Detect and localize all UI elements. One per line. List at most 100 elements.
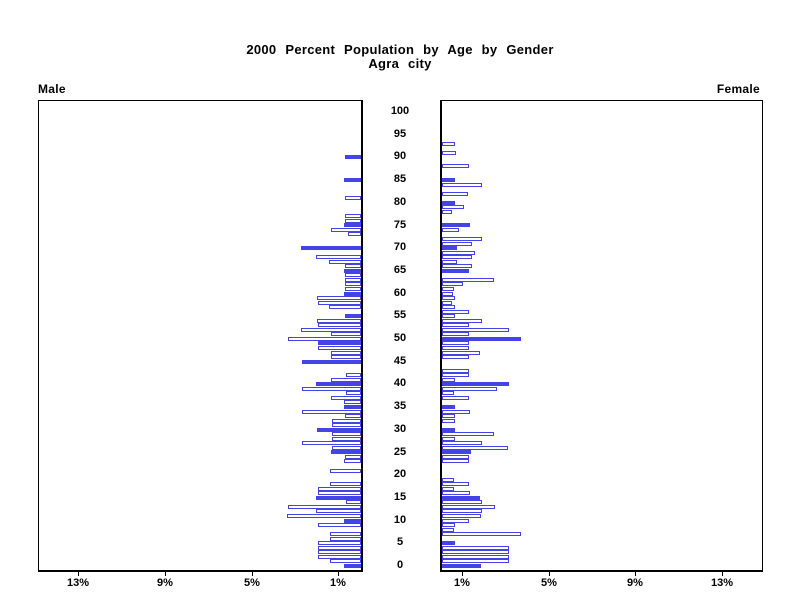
female-bar-age-51 bbox=[442, 332, 469, 336]
female-bar-age-71 bbox=[442, 242, 472, 246]
male-pct-label-13: 13% bbox=[66, 577, 90, 589]
female-bar-age-65 bbox=[442, 269, 469, 273]
female-pct-label-9: 9% bbox=[627, 577, 643, 589]
male-bar-age-60 bbox=[344, 292, 361, 296]
chart-subtitle: Agra city bbox=[368, 56, 432, 71]
male-bar-age-37 bbox=[331, 396, 361, 400]
male-bar-age-81 bbox=[345, 196, 361, 200]
male-bar-age-3 bbox=[318, 550, 361, 554]
female-bar-age-50 bbox=[442, 337, 521, 341]
male-bar-age-41 bbox=[331, 378, 361, 382]
female-pct-tick-9 bbox=[635, 571, 636, 576]
male-bar-age-77 bbox=[345, 214, 361, 218]
male-bar-age-76 bbox=[345, 219, 361, 223]
male-bar-age-28 bbox=[332, 437, 361, 441]
female-side-label: Female bbox=[716, 82, 760, 96]
male-bar-age-12 bbox=[316, 509, 361, 513]
age-tick-label-40: 40 bbox=[393, 377, 407, 390]
female-bar-age-33 bbox=[442, 414, 455, 418]
male-bar-age-59 bbox=[317, 296, 361, 300]
male-bar-age-61 bbox=[345, 287, 361, 291]
male-bar-age-16 bbox=[318, 491, 361, 495]
male-bar-age-33 bbox=[345, 414, 361, 418]
female-bar-age-24 bbox=[442, 455, 469, 459]
age-tick-label-55: 55 bbox=[393, 309, 407, 322]
age-tick-label-95: 95 bbox=[393, 127, 407, 140]
male-side-label: Male bbox=[38, 82, 66, 96]
female-bar-age-41 bbox=[442, 378, 455, 382]
female-bar-age-69 bbox=[442, 251, 475, 255]
male-bar-age-11 bbox=[287, 514, 361, 518]
male-bar-age-5 bbox=[318, 541, 361, 545]
male-bar-age-18 bbox=[330, 482, 361, 486]
female-bar-age-2 bbox=[442, 555, 509, 559]
female-bar-age-25 bbox=[442, 450, 471, 454]
female-bar-age-19 bbox=[442, 478, 454, 482]
female-bar-age-74 bbox=[442, 228, 459, 232]
female-bar-age-15 bbox=[442, 496, 480, 500]
male-bar-age-50 bbox=[288, 337, 361, 341]
male-bar-age-51 bbox=[331, 332, 361, 336]
female-bar-age-46 bbox=[442, 355, 469, 359]
female-bar-age-85 bbox=[442, 178, 455, 182]
female-bar-age-3 bbox=[442, 550, 509, 554]
male-bar-age-49 bbox=[318, 341, 361, 345]
male-bar-age-73 bbox=[348, 232, 361, 236]
male-pct-label-5: 5% bbox=[244, 577, 260, 589]
male-bar-age-53 bbox=[318, 323, 361, 327]
age-tick-label-50: 50 bbox=[393, 332, 407, 344]
female-bar-age-52 bbox=[442, 328, 509, 332]
male-bar-age-74 bbox=[331, 228, 361, 232]
male-bar-age-13 bbox=[288, 505, 361, 509]
male-bar-age-67 bbox=[329, 260, 361, 264]
female-bar-age-84 bbox=[442, 183, 482, 187]
male-pct-tick-1 bbox=[338, 571, 339, 576]
male-bar-age-55 bbox=[345, 314, 361, 318]
male-bar-age-0 bbox=[344, 564, 361, 568]
female-bar-age-40 bbox=[442, 382, 509, 386]
female-bar-age-26 bbox=[442, 446, 508, 450]
female-bar-age-42 bbox=[442, 373, 469, 377]
male-bar-age-21 bbox=[330, 469, 361, 473]
male-bar-age-45 bbox=[302, 360, 361, 364]
female-bar-age-38 bbox=[442, 391, 454, 395]
female-bar-age-11 bbox=[442, 514, 481, 518]
male-bar-age-62 bbox=[345, 282, 361, 286]
male-bar-age-42 bbox=[346, 373, 361, 377]
female-bar-age-56 bbox=[442, 310, 469, 314]
female-bar-age-35 bbox=[442, 405, 455, 409]
male-plot-area bbox=[38, 100, 363, 572]
female-bar-age-82 bbox=[442, 192, 468, 196]
male-bar-age-47 bbox=[331, 351, 361, 355]
male-bar-age-36 bbox=[344, 400, 361, 404]
female-pct-label-13: 13% bbox=[710, 577, 734, 589]
age-tick-label-90: 90 bbox=[393, 150, 407, 163]
male-bar-age-39 bbox=[302, 387, 361, 391]
age-tick-label-20: 20 bbox=[393, 468, 407, 481]
age-tick-label-45: 45 bbox=[393, 354, 407, 367]
female-bar-age-61 bbox=[442, 287, 454, 291]
male-bar-age-64 bbox=[345, 273, 361, 277]
chart-title: 2000 Percent Population by Age by Gender bbox=[246, 42, 554, 57]
female-bar-age-9 bbox=[442, 523, 455, 527]
male-bar-age-34 bbox=[302, 410, 361, 414]
male-bar-age-10 bbox=[344, 519, 361, 523]
age-tick-label-75: 75 bbox=[393, 218, 407, 231]
age-tick-label-85: 85 bbox=[393, 173, 407, 186]
male-bar-age-14 bbox=[346, 500, 361, 504]
female-bar-age-91 bbox=[442, 151, 456, 155]
female-bar-age-59 bbox=[442, 296, 455, 300]
age-tick-label-5: 5 bbox=[396, 536, 404, 549]
male-bar-age-27 bbox=[302, 441, 361, 445]
male-bar-age-85 bbox=[344, 178, 361, 182]
female-bar-age-43 bbox=[442, 369, 469, 373]
female-bar-age-88 bbox=[442, 164, 469, 168]
male-bar-age-66 bbox=[345, 264, 361, 268]
age-tick-label-30: 30 bbox=[393, 422, 407, 435]
male-bar-age-57 bbox=[329, 305, 361, 309]
male-bar-age-38 bbox=[346, 391, 361, 395]
male-bar-age-48 bbox=[318, 346, 361, 350]
male-bar-age-35 bbox=[344, 405, 361, 409]
age-tick-label-70: 70 bbox=[393, 241, 407, 254]
